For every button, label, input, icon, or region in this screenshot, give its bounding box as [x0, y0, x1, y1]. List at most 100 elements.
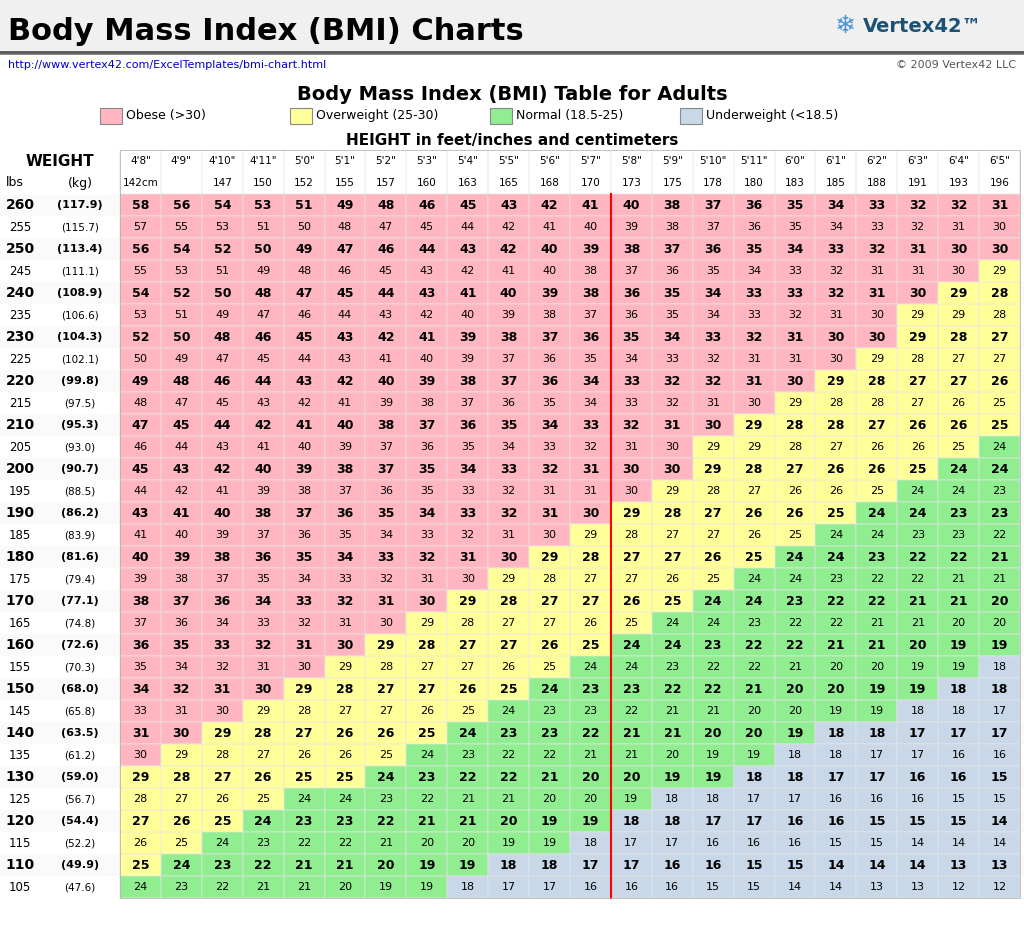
Text: 16: 16 [666, 882, 679, 892]
Bar [488, 744, 529, 766]
Bar [938, 458, 979, 480]
Bar [0, 612, 1024, 634]
Text: 36: 36 [543, 354, 557, 364]
Bar [488, 678, 529, 700]
Bar [325, 810, 366, 832]
Bar [611, 194, 652, 216]
Text: 5'6": 5'6" [539, 156, 560, 166]
Bar [202, 876, 243, 898]
Bar [570, 392, 611, 414]
Bar [325, 260, 366, 282]
Bar [938, 876, 979, 898]
Text: 20: 20 [869, 662, 884, 672]
Text: 29: 29 [132, 770, 150, 783]
Bar [366, 392, 407, 414]
Bar [529, 414, 570, 436]
Text: 18: 18 [623, 815, 640, 828]
Bar [611, 458, 652, 480]
Text: 30: 30 [297, 662, 311, 672]
Text: 36: 36 [623, 287, 640, 300]
Text: 38: 38 [377, 418, 394, 431]
Text: 22: 22 [500, 770, 517, 783]
Text: 15: 15 [950, 815, 968, 828]
Text: 36: 36 [541, 375, 558, 388]
Text: 145: 145 [9, 705, 31, 717]
Text: 23: 23 [705, 639, 722, 652]
Bar [447, 348, 488, 370]
Bar [611, 392, 652, 414]
Bar [611, 568, 652, 590]
Text: 30: 30 [582, 506, 599, 519]
Bar [938, 546, 979, 568]
Text: 17: 17 [502, 882, 516, 892]
Bar [407, 546, 447, 568]
Text: 28: 28 [336, 682, 353, 695]
Bar [529, 700, 570, 722]
Text: 39: 39 [379, 398, 393, 408]
Text: 26: 26 [297, 750, 311, 760]
Bar [284, 414, 325, 436]
Text: 29: 29 [827, 375, 845, 388]
Bar [979, 700, 1020, 722]
Text: 31: 31 [377, 594, 394, 607]
Bar [529, 238, 570, 260]
Bar [938, 194, 979, 216]
Text: 26: 26 [705, 551, 722, 564]
Bar [692, 832, 733, 854]
Bar [529, 370, 570, 392]
Bar [202, 612, 243, 634]
Text: 49: 49 [336, 199, 353, 212]
Text: (56.7): (56.7) [65, 794, 95, 804]
Bar [284, 304, 325, 326]
Bar [120, 414, 161, 436]
Text: 27: 27 [746, 486, 761, 496]
Text: 140: 140 [5, 726, 35, 740]
Text: 32: 32 [828, 266, 843, 276]
Bar [815, 348, 856, 370]
Bar [774, 568, 815, 590]
Text: 183: 183 [785, 178, 805, 188]
Bar [366, 744, 407, 766]
Bar [692, 744, 733, 766]
Text: 15: 15 [748, 882, 761, 892]
Text: 28: 28 [379, 662, 393, 672]
Text: 39: 39 [338, 442, 352, 452]
Bar [0, 260, 1024, 282]
Bar [979, 238, 1020, 260]
Bar [120, 436, 161, 458]
Text: 20: 20 [584, 794, 598, 804]
Text: (52.2): (52.2) [65, 838, 95, 848]
Text: 17: 17 [827, 770, 845, 783]
Text: 32: 32 [418, 551, 435, 564]
Text: 14: 14 [951, 838, 966, 848]
Text: 19: 19 [707, 750, 720, 760]
Text: 33: 33 [420, 530, 434, 540]
Bar [856, 788, 897, 810]
Text: 29: 29 [420, 618, 434, 628]
Text: 28: 28 [950, 330, 968, 343]
Bar [0, 546, 1024, 568]
Text: 31: 31 [664, 418, 681, 431]
Text: 25: 25 [582, 639, 599, 652]
Text: 50: 50 [214, 287, 231, 300]
Bar [202, 634, 243, 656]
Bar [652, 216, 692, 238]
Bar [407, 414, 447, 436]
Bar [938, 282, 979, 304]
Text: 21: 21 [992, 574, 1007, 584]
Text: 49: 49 [215, 310, 229, 320]
Bar [570, 590, 611, 612]
Bar [570, 832, 611, 854]
Bar [897, 370, 938, 392]
Text: 30: 30 [500, 551, 517, 564]
Bar [202, 854, 243, 876]
Text: 46: 46 [377, 242, 394, 255]
Bar [447, 568, 488, 590]
Text: 39: 39 [296, 463, 312, 476]
Bar [529, 722, 570, 744]
Bar [529, 788, 570, 810]
Bar [611, 700, 652, 722]
Text: 21: 21 [623, 727, 640, 740]
Text: 15: 15 [869, 838, 884, 848]
Text: 42: 42 [420, 310, 434, 320]
